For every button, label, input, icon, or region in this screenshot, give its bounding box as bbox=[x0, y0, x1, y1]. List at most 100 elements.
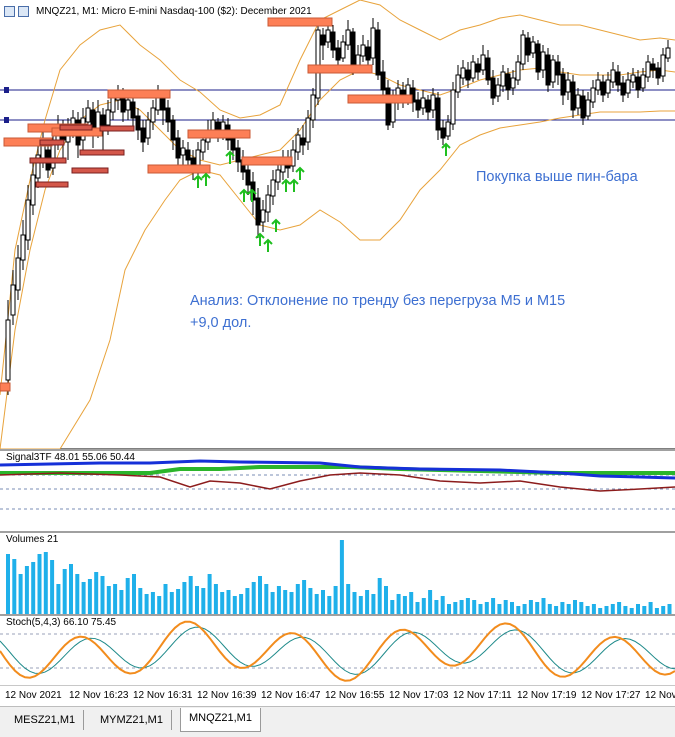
signal3tf-label: Signal3TF 48.01 55.06 50.44 bbox=[6, 452, 135, 463]
volume-bar bbox=[497, 604, 502, 614]
candle-body bbox=[5, 319, 11, 381]
candle-body bbox=[380, 71, 386, 91]
candle-body bbox=[475, 63, 481, 73]
chart-header: MNQZ21, M1: Micro E-mini Nasdaq-100 ($2)… bbox=[4, 4, 312, 18]
volume-bar bbox=[150, 592, 155, 614]
volume-bar bbox=[18, 574, 23, 614]
signal3tf-pane[interactable]: Signal3TF 48.01 55.06 50.44 bbox=[0, 451, 675, 531]
volume-bar bbox=[321, 590, 325, 614]
tab-mesz21[interactable]: MESZ21,M1 bbox=[6, 710, 85, 730]
candle-body bbox=[460, 67, 466, 79]
candle-body bbox=[610, 69, 616, 83]
time-axis: 12 Nov 2021 12 Nov 16:23 12 Nov 16:31 12… bbox=[0, 685, 675, 707]
volume-bar bbox=[465, 598, 470, 614]
volume-bar bbox=[377, 578, 382, 614]
tab-mnqz21[interactable]: MNQZ21,M1 bbox=[180, 708, 261, 732]
candle-body bbox=[245, 169, 251, 186]
volume-bar bbox=[69, 564, 73, 614]
candle-body bbox=[180, 147, 186, 156]
candle-body bbox=[295, 134, 301, 153]
volume-bar bbox=[346, 584, 351, 614]
candle-body bbox=[600, 81, 606, 96]
candle-body bbox=[235, 147, 241, 163]
volume-bar bbox=[409, 592, 414, 614]
volume-bar bbox=[535, 602, 540, 614]
main-chart-pane[interactable]: MNQZ21, M1: Micro E-mini Nasdaq-100 ($2)… bbox=[0, 0, 675, 449]
volume-bar bbox=[333, 586, 338, 614]
candle-body bbox=[580, 95, 586, 119]
candle-body bbox=[575, 94, 581, 109]
candle-body bbox=[310, 94, 316, 121]
candle-body bbox=[105, 109, 111, 126]
buy-arrow-icon bbox=[263, 238, 273, 252]
pane-separator[interactable] bbox=[0, 614, 675, 616]
volume-bar bbox=[371, 594, 376, 614]
candle-body bbox=[145, 119, 151, 139]
candle-body bbox=[620, 82, 626, 96]
volume-bar bbox=[125, 578, 130, 614]
candle-body bbox=[260, 209, 266, 223]
pane-separator[interactable] bbox=[0, 531, 675, 533]
price-zone bbox=[71, 167, 109, 174]
candle-body bbox=[555, 61, 561, 76]
chart-window-icon bbox=[4, 5, 15, 17]
volume-bar bbox=[636, 604, 640, 614]
signal-darkred-line bbox=[0, 472, 675, 492]
volume-bar bbox=[157, 596, 162, 614]
time-label: 12 Nov 17:11 bbox=[453, 690, 512, 701]
volume-bar bbox=[642, 606, 647, 614]
candle-body bbox=[455, 74, 461, 93]
volume-bar bbox=[421, 598, 426, 614]
time-label: 12 Nov 16:39 bbox=[197, 690, 257, 701]
time-label: 12 Nov 16:31 bbox=[133, 690, 193, 701]
volume-bar bbox=[447, 604, 451, 614]
time-label: 12 Nov 17:35 bbox=[645, 690, 675, 701]
volume-bar bbox=[415, 602, 420, 614]
volume-bar bbox=[358, 596, 363, 614]
candle-body bbox=[375, 29, 381, 76]
volume-bar bbox=[667, 604, 672, 614]
tab-mymz21[interactable]: MYMZ21,M1 bbox=[92, 710, 172, 730]
volume-bar bbox=[579, 602, 584, 614]
volume-bar bbox=[201, 588, 206, 614]
chart-tab-bar: MESZ21,M1 MYMZ21,M1 MNQZ21,M1 bbox=[0, 706, 675, 737]
candle-body bbox=[335, 47, 341, 61]
volume-bar bbox=[453, 602, 458, 614]
candle-body bbox=[170, 119, 176, 141]
volume-bar bbox=[276, 586, 281, 614]
volume-bar bbox=[213, 584, 218, 614]
candle-body bbox=[470, 61, 476, 79]
volume-bar bbox=[50, 560, 55, 614]
pane-separator[interactable] bbox=[0, 449, 675, 451]
candle-body bbox=[185, 149, 191, 161]
buy-arrow-icon bbox=[255, 232, 265, 246]
upper-band bbox=[0, 0, 675, 396]
price-chart[interactable] bbox=[0, 0, 675, 449]
candle-body bbox=[305, 117, 311, 143]
stoch-main-line bbox=[0, 626, 675, 675]
volume-bar bbox=[56, 584, 61, 614]
stochastic-pane[interactable]: Stoch(5,4,3) 66.10 75.45 bbox=[0, 616, 675, 685]
volume-bar bbox=[541, 598, 546, 614]
candle-body bbox=[615, 71, 621, 86]
price-zone bbox=[347, 94, 413, 104]
volume-bar bbox=[610, 604, 615, 614]
candle-body bbox=[85, 107, 91, 123]
candle-body bbox=[520, 34, 526, 65]
buy-arrow-icon bbox=[225, 150, 235, 164]
candle-body bbox=[480, 54, 486, 71]
price-zone bbox=[267, 17, 333, 27]
volume-bar bbox=[258, 576, 262, 614]
volume-bar bbox=[617, 602, 622, 614]
volumes-pane[interactable]: Volumes 21 bbox=[0, 533, 675, 614]
price-zone bbox=[187, 129, 251, 139]
volume-bar bbox=[62, 569, 67, 614]
level-marker bbox=[4, 117, 9, 123]
volume-bar bbox=[81, 582, 86, 614]
volume-bar bbox=[251, 582, 256, 614]
buy-arrow-icon bbox=[281, 178, 291, 192]
volume-bar bbox=[188, 576, 193, 614]
time-label: 12 Nov 16:23 bbox=[69, 690, 129, 701]
volume-bar bbox=[573, 600, 577, 614]
candle-body bbox=[10, 284, 16, 316]
